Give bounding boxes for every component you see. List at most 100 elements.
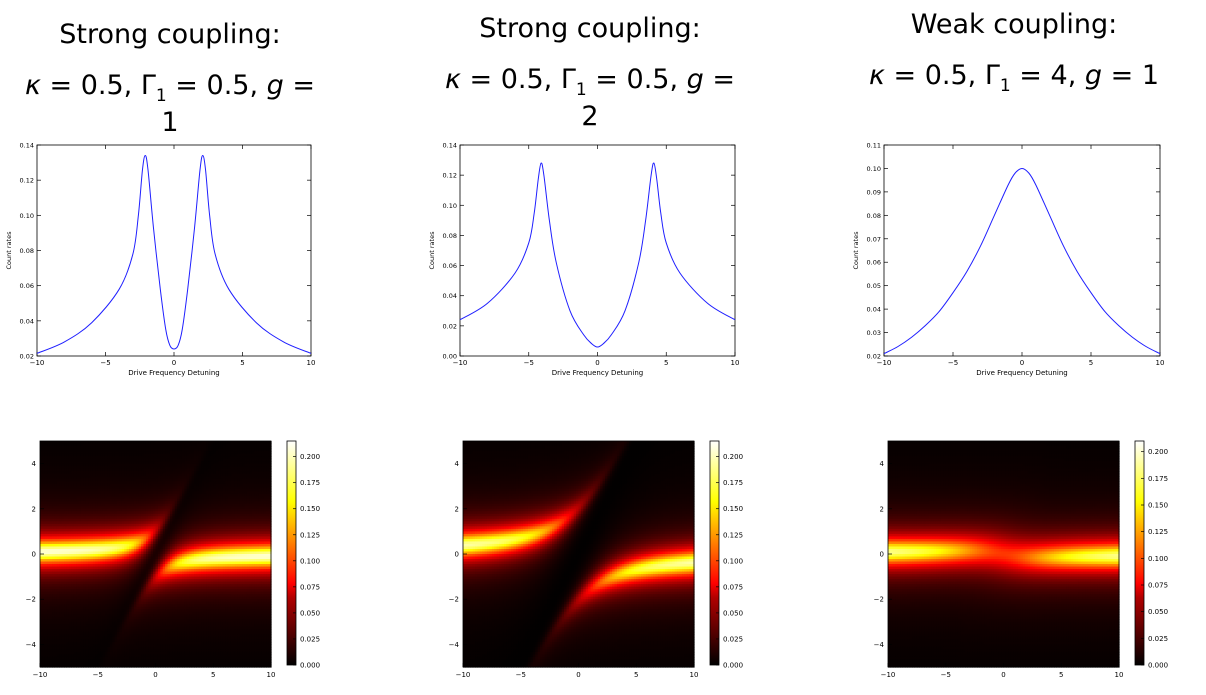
heatmap-cell [162,478,166,482]
heatmap-cell [119,473,123,477]
heatmap-cell [102,483,106,487]
heatmap-cell [225,503,229,507]
heatmap-cell [157,498,161,502]
heatmap-cell [66,448,70,452]
heatmap-cell [56,488,60,492]
heatmap-cell [266,501,270,505]
heatmap-cell [246,491,250,495]
heatmap-cell [201,488,205,492]
heatmap-cell [162,503,166,507]
heatmap-cell [162,491,166,495]
heatmap-cell [167,493,171,497]
heatmap-cell [78,461,82,465]
heatmap-cell [78,503,82,507]
heatmap-cell [196,443,200,447]
heatmap-cell [107,471,111,475]
heatmap-cell [213,461,217,465]
heatmap-cell [157,473,161,477]
heatmap-cell [42,466,46,470]
heatmap-cell [112,496,116,500]
heatmap-cell [198,481,202,485]
heatmap-cell [172,506,176,510]
heatmap-cell [102,478,106,482]
heatmap-cell [206,498,210,502]
heatmap-cell [191,486,195,490]
heatmap-cell [225,478,229,482]
heatmap-cell [234,486,238,490]
heatmap-cell [232,443,236,447]
heatmap-cell [162,471,166,475]
equals-sign: = [461,64,501,95]
heatmap-cell [220,483,224,487]
heatmap-cell [179,473,183,477]
heatmap-cell [177,468,181,472]
heatmap-cell [268,488,272,492]
heatmap-cell [88,448,92,452]
heatmap-cell [227,498,231,502]
heatmap-cell [198,453,202,457]
heatmap-cell [206,476,210,480]
heatmap-cell [157,476,161,480]
heatmap-cell [256,483,260,487]
heatmap-cell [220,461,224,465]
heatmap-cell [107,468,111,472]
heatmap-cell [68,468,72,472]
heatmap-cell [121,503,125,507]
heatmap-cell [88,466,92,470]
heatmap-cell [95,441,99,445]
heatmap-cell [97,448,101,452]
heatmap-cell [85,446,89,450]
heatmap-cell [232,468,236,472]
heatmap-cell [227,478,231,482]
heatmap-cell [83,501,87,505]
heatmap-cell [133,488,137,492]
heatmap-cell [92,496,96,500]
heatmap-cell [150,503,154,507]
heatmap-cell [177,498,181,502]
heatmap-cell [208,491,212,495]
heatmap-cell [126,476,130,480]
heatmap-cell [148,471,152,475]
heatmap-cell [85,458,89,462]
heatmap-cell [162,463,166,467]
heatmap-cell [242,453,246,457]
heatmap-cell [104,463,108,467]
heatmap-cell [68,448,72,452]
heatmap-cell [148,463,152,467]
heatmap-cell [266,461,270,465]
heatmap-cell [90,456,94,460]
heatmap-cell [42,458,46,462]
heatmap-cell [71,501,75,505]
heatmap-cell [100,468,104,472]
heatmap-cell [85,453,89,457]
heatmap-cell [225,448,229,452]
heatmap-cell [208,503,212,507]
heatmap-cell [150,491,154,495]
heatmap-cell [107,503,111,507]
heatmap-cell [71,453,75,457]
heatmap-cell [141,506,145,510]
heatmap-cell [124,456,128,460]
heatmap-cell [153,486,157,490]
heatmap-cell [268,501,272,505]
heatmap-cell [148,458,152,462]
heatmap-cell [141,496,145,500]
heatmap-cell [203,496,207,500]
heatmap-cell [220,476,224,480]
heatmap-cell [167,473,171,477]
heatmap-cell [220,496,224,500]
heatmap-cell [242,441,246,445]
heatmap-cell [68,466,72,470]
heatmap-cell [66,508,70,512]
coupling-heading: Strong coupling: [20,18,320,52]
heatmap-cell [100,481,104,485]
heatmap-cell [148,491,152,495]
heatmap-cell [61,446,65,450]
heatmap-cell [124,468,128,472]
heatmap-cell [95,501,99,505]
heatmap-cell [92,471,96,475]
heatmap-cell [129,481,133,485]
heatmap-cell [181,501,185,505]
heatmap-cell [56,506,60,510]
heatmap-cell [44,478,48,482]
